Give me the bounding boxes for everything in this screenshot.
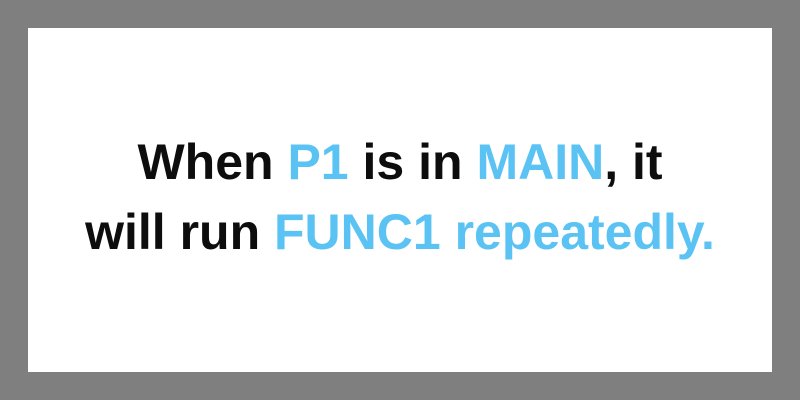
message-text: When P1 is in MAIN, it will run FUNC1 re… [85, 127, 715, 267]
text-segment: , it [604, 134, 663, 190]
highlight-func1: FUNC1 repeatedly. [274, 204, 715, 260]
text-segment: will run [85, 204, 275, 260]
highlight-p1: P1 [287, 134, 349, 190]
text-segment: is in [348, 134, 477, 190]
message-line-2: will run FUNC1 repeatedly. [85, 197, 715, 267]
message-card: When P1 is in MAIN, it will run FUNC1 re… [28, 28, 772, 372]
highlight-main: MAIN [476, 134, 605, 190]
message-line-1: When P1 is in MAIN, it [85, 127, 715, 197]
text-segment: When [137, 134, 288, 190]
